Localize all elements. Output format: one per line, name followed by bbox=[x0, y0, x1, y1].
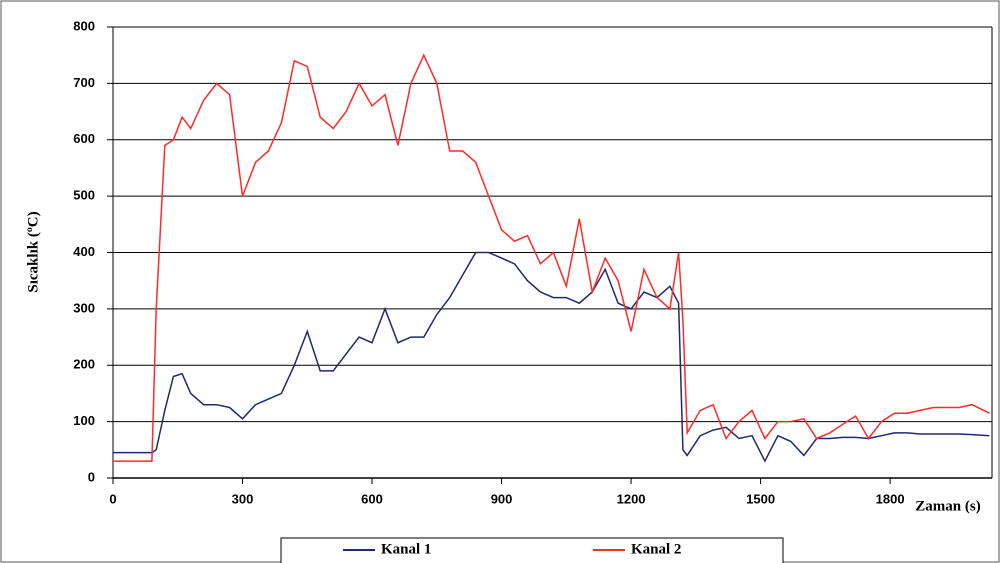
x-tick-label: 1200 bbox=[617, 491, 646, 506]
y-tick-label: 200 bbox=[73, 357, 95, 372]
y-tick-label: 600 bbox=[73, 131, 95, 146]
y-tick-label: 100 bbox=[73, 413, 95, 428]
x-tick-label: 600 bbox=[361, 491, 383, 506]
y-tick-label: 800 bbox=[73, 18, 95, 33]
series-line bbox=[113, 251, 990, 463]
x-tick-label: 300 bbox=[232, 491, 254, 506]
legend-label: Kanal 1 bbox=[381, 541, 431, 557]
y-tick-label: 400 bbox=[73, 244, 95, 259]
y-tick-label: 300 bbox=[73, 300, 95, 315]
series-line bbox=[113, 53, 990, 462]
y-axis-label: Sıcaklık (ºC) bbox=[25, 211, 41, 292]
x-axis-label: Zaman (s) bbox=[915, 498, 980, 514]
x-tick-label: 1500 bbox=[746, 491, 775, 506]
x-tick-label: 900 bbox=[491, 491, 513, 506]
y-tick-label: 700 bbox=[73, 75, 95, 90]
legend-label: Kanal 2 bbox=[631, 541, 681, 557]
x-tick-label: 1800 bbox=[876, 491, 905, 506]
x-tick-label: 0 bbox=[109, 491, 116, 506]
y-tick-label: 0 bbox=[88, 469, 95, 484]
y-tick-label: 500 bbox=[73, 188, 95, 203]
